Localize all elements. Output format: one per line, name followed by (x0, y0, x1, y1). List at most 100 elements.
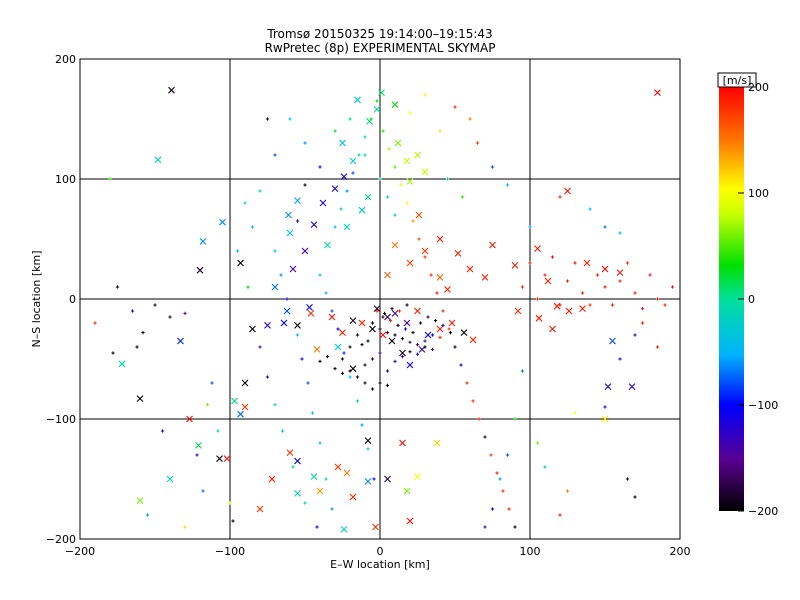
data-point-x (601, 265, 609, 273)
data-point-x (349, 317, 357, 324)
data-point-x (391, 101, 399, 108)
data-point-plus (468, 117, 472, 121)
data-point-plus (231, 519, 235, 523)
data-point-plus (273, 153, 277, 157)
data-point-plus (423, 339, 427, 343)
data-point-plus (625, 477, 630, 481)
data-point-x (289, 265, 297, 273)
data-point-x (421, 168, 429, 176)
data-point-plus (183, 525, 187, 529)
data-point-x (388, 337, 396, 345)
data-point-plus (595, 273, 600, 277)
data-point-x (319, 199, 327, 207)
data-point-plus (250, 225, 255, 229)
data-point-x (316, 487, 324, 495)
colorbar: [m/s] 200 100 0 −100 −200 (717, 72, 778, 518)
colorbar-tick-label: 0 (748, 293, 755, 306)
data-point-plus (408, 340, 412, 344)
data-point-plus (441, 323, 445, 327)
data-point-plus (243, 201, 247, 205)
data-point-plus (370, 387, 375, 391)
x-axis-label: E–W location [km] (330, 558, 430, 571)
data-point-plus (397, 309, 402, 313)
data-point-x (328, 313, 336, 321)
data-point-plus (340, 357, 345, 361)
data-point-plus (520, 285, 525, 289)
data-point-x (414, 473, 421, 480)
data-point-x (384, 475, 391, 483)
data-point-plus (333, 225, 337, 229)
data-point-plus (648, 273, 652, 277)
data-point-plus (423, 93, 427, 97)
data-point-plus (393, 213, 397, 217)
data-point-x (553, 302, 561, 310)
data-point-plus (430, 333, 435, 337)
data-point-plus (295, 333, 300, 337)
data-point-plus (633, 291, 637, 295)
data-point-x (406, 517, 414, 525)
data-point-x (154, 156, 162, 164)
data-point-x (223, 455, 231, 462)
data-point-x (454, 250, 462, 257)
data-point-plus (663, 303, 667, 307)
chart-title: Tromsø 20150325 19:14:00–19:15:43 (266, 27, 492, 41)
data-point-plus (333, 367, 337, 371)
data-point-x (399, 439, 406, 447)
data-point-plus (318, 165, 322, 169)
data-point-plus (360, 343, 364, 347)
data-point-x (307, 310, 315, 317)
data-point-plus (288, 117, 292, 121)
data-point-x (294, 457, 301, 465)
data-point-plus (543, 465, 547, 469)
data-point-plus (501, 489, 505, 493)
data-point-plus (93, 321, 97, 325)
data-point-plus (303, 183, 307, 187)
data-point-plus (390, 307, 394, 311)
data-point-x (364, 193, 372, 201)
data-point-plus (670, 285, 675, 289)
data-point-x (340, 173, 348, 180)
data-point-plus (505, 453, 510, 457)
data-point-plus (318, 441, 322, 445)
colorbar-label: [m/s] (723, 74, 752, 87)
data-point-plus (603, 405, 607, 409)
data-point-x (379, 331, 387, 339)
data-point-x (403, 157, 411, 165)
data-point-x (241, 403, 249, 411)
data-point-plus (382, 311, 387, 315)
data-point-x (489, 241, 496, 249)
data-point-x (481, 274, 489, 281)
data-point-x (609, 337, 616, 345)
data-point-plus (438, 129, 442, 133)
data-point-plus (315, 525, 319, 529)
data-point-plus (370, 321, 375, 325)
y-tick-label: −100 (46, 413, 76, 426)
data-point-x (349, 493, 357, 501)
data-point-plus (471, 399, 475, 403)
data-point-x (415, 211, 423, 219)
data-point-x (394, 139, 402, 147)
data-point-x (436, 274, 444, 281)
data-point-plus (324, 291, 328, 295)
data-point-x (136, 395, 144, 402)
data-point-x (294, 490, 301, 497)
data-point-plus (429, 273, 433, 277)
data-point-x (136, 497, 144, 504)
data-point-x (268, 475, 276, 483)
data-point-plus (310, 411, 315, 415)
data-point-plus (351, 171, 355, 175)
data-point-x (219, 218, 226, 226)
data-point-plus (318, 359, 322, 363)
data-point-plus (655, 297, 660, 301)
data-point-x (444, 286, 451, 293)
data-point-plus (385, 383, 390, 387)
data-point-plus (558, 195, 562, 199)
data-point-plus (205, 403, 210, 407)
data-point-x (373, 106, 381, 113)
data-point-plus (300, 357, 304, 361)
data-point-plus (372, 477, 376, 481)
x-tick-label: −100 (215, 545, 245, 558)
data-point-plus (348, 369, 352, 373)
data-point-x (199, 238, 207, 245)
